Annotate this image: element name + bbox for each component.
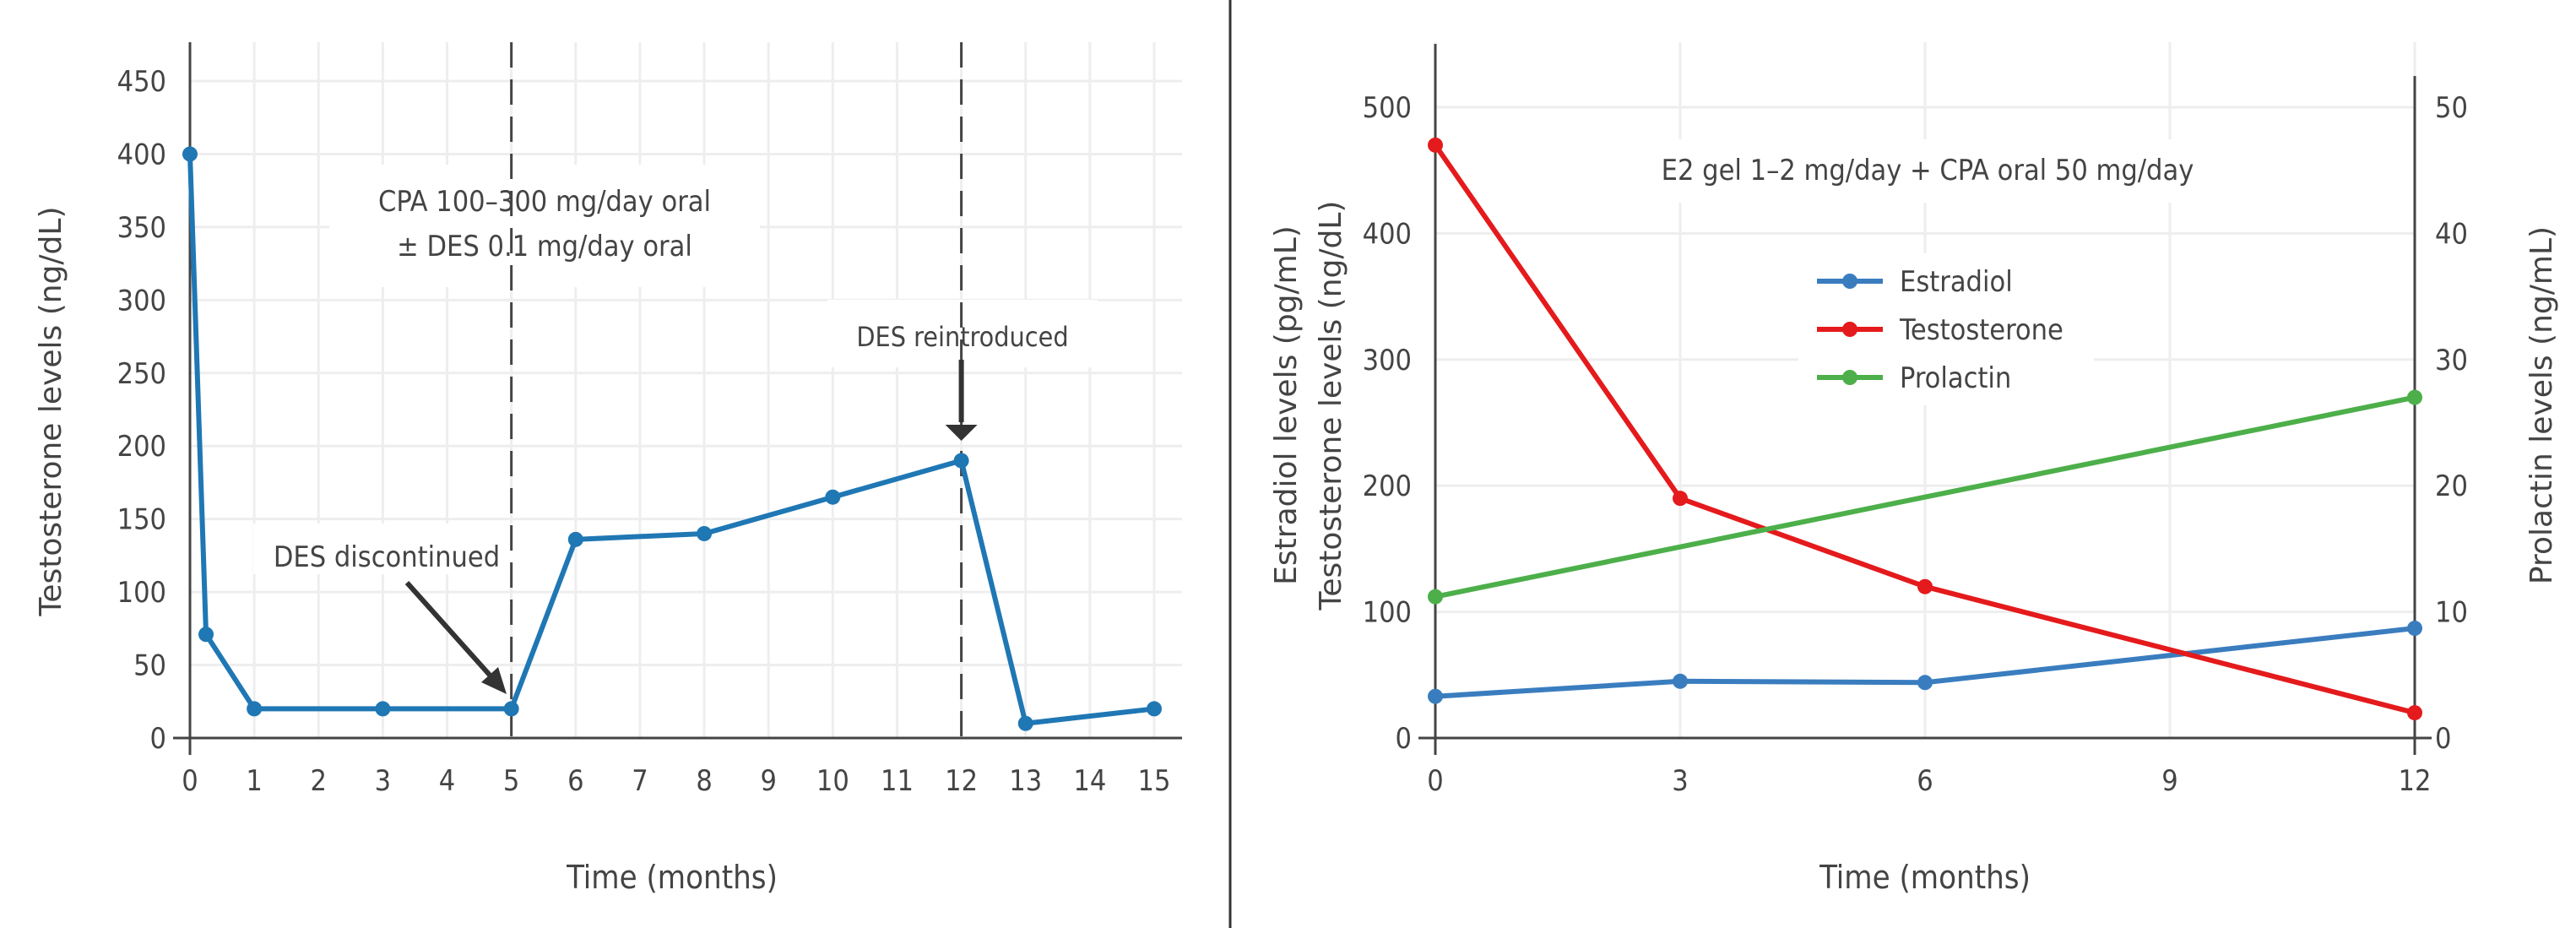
- arrowhead-icon: [481, 667, 507, 694]
- y-tick-label: 300: [1363, 344, 1412, 377]
- annotation-bg: [253, 524, 515, 574]
- y-tick-label: 400: [117, 138, 166, 171]
- prolactin-point: [1428, 589, 1443, 605]
- x-axis-title: Time (months): [1819, 859, 2031, 896]
- testosterone-line: [1433, 144, 2416, 716]
- annotation-bg: [329, 165, 760, 287]
- y2-tick-label: 0: [2435, 722, 2451, 756]
- estradiol-point: [2407, 621, 2422, 637]
- annotation-bg: [1596, 139, 2263, 203]
- annotation-des-discontinued: DES discontinued: [274, 540, 500, 574]
- x-tick-label: 4: [439, 764, 455, 798]
- y-tick-label: 0: [150, 722, 166, 756]
- legend-label-testosterone: Testosterone: [1899, 313, 2064, 347]
- x-tick-label: 8: [696, 764, 712, 798]
- x-tick-label: 6: [1917, 764, 1933, 798]
- x-tick-label: 15: [1138, 764, 1171, 798]
- testosterone-point: [1673, 491, 1688, 507]
- arrowhead-icon: [945, 425, 978, 441]
- x-tick-label: 12: [945, 764, 978, 798]
- y-axis-title-line2: Testosterone levels (ng/dL): [1314, 201, 1348, 611]
- y-tick-label: 450: [117, 65, 166, 99]
- y-tick-label: 100: [1363, 596, 1412, 630]
- estradiol-point: [1428, 688, 1443, 704]
- annotation-regimen-line2: ± DES 0.1 mg/day oral: [397, 230, 692, 263]
- x-tick-label: 2: [311, 764, 327, 798]
- x-tick-label: 7: [632, 764, 648, 798]
- legend-marker-prolactin: [1842, 370, 1857, 385]
- x-axis-title: Time (months): [566, 859, 778, 896]
- data-point: [247, 701, 263, 717]
- prolactin-point: [2407, 389, 2422, 405]
- x-tick-label: 0: [182, 764, 198, 798]
- y2-tick-label: 50: [2435, 91, 2468, 125]
- y-tick-label: 50: [133, 649, 166, 683]
- x-tick-label: 5: [503, 764, 519, 798]
- estradiol-point: [1917, 675, 1933, 691]
- data-point: [375, 701, 391, 717]
- data-point: [825, 489, 841, 505]
- y2-axis-title: Prolactin levels (ng/mL): [2524, 226, 2559, 584]
- legend-label-prolactin: Prolactin: [1900, 361, 2011, 395]
- x-tick-label: 12: [2399, 764, 2432, 798]
- y2-tick-label: 30: [2435, 344, 2468, 377]
- estradiol-line: [1434, 626, 2416, 699]
- y-axis-title: Testosterone levels (ng/dL): [34, 207, 68, 617]
- x-tick-label: 14: [1073, 764, 1106, 798]
- x-tick-label: 6: [567, 764, 583, 798]
- y-tick-label: 150: [117, 503, 166, 537]
- data-point: [567, 531, 583, 547]
- y-axis-title-line1: Estradiol levels (pg/mL): [1269, 225, 1304, 585]
- chart-title: E2 gel 1–2 mg/day + CPA oral 50 mg/day: [1662, 154, 2194, 187]
- data-point: [198, 627, 214, 643]
- y-tick-label: 200: [117, 430, 166, 464]
- data-point: [953, 453, 969, 469]
- y-tick-label: 0: [1396, 722, 1412, 756]
- annotation-regimen-line1: CPA 100–300 mg/day oral: [378, 185, 711, 219]
- y2-tick-label: 20: [2435, 469, 2468, 503]
- x-tick-label: 0: [1427, 764, 1443, 798]
- data-point: [1017, 715, 1033, 731]
- prolactin-line: [1434, 394, 2416, 600]
- testosterone-point: [1428, 137, 1443, 153]
- legend-marker-estradiol: [1842, 274, 1857, 289]
- x-tick-label: 13: [1009, 764, 1042, 798]
- y2-tick-label: 40: [2435, 217, 2468, 251]
- x-tick-label: 3: [375, 764, 391, 798]
- x-tick-label: 3: [1672, 764, 1688, 798]
- y-tick-label: 100: [117, 576, 166, 610]
- x-tick-label: 1: [246, 764, 262, 798]
- estradiol-point: [1673, 673, 1688, 689]
- y-tick-label: 200: [1363, 469, 1412, 503]
- x-tick-label: 11: [881, 764, 914, 798]
- data-point: [697, 525, 713, 541]
- y-tick-label: 400: [1363, 217, 1412, 251]
- x-tick-label: 10: [816, 764, 849, 798]
- legend-marker-testosterone: [1842, 322, 1857, 337]
- data-point: [1147, 701, 1162, 717]
- left-chart: 0 1 2 3 4 5 6 7 8 9 10 11 12 13 14 15050100150200250300…: [34, 42, 1182, 896]
- x-tick-label: 9: [760, 764, 776, 798]
- x-tick-label: 9: [2161, 764, 2177, 798]
- legend-label-estradiol: Estradiol: [1900, 265, 2013, 299]
- arrow-shaft: [404, 580, 496, 682]
- y2-tick-label: 10: [2435, 596, 2468, 630]
- y-tick-label: 250: [117, 357, 166, 391]
- data-point: [182, 146, 198, 162]
- data-point: [503, 701, 519, 717]
- annotation-des-reintroduced: DES reintroduced: [856, 321, 1068, 353]
- y-tick-label: 500: [1363, 91, 1412, 125]
- testosterone-point: [2407, 705, 2422, 721]
- y-tick-label: 300: [117, 284, 166, 317]
- y-tick-label: 350: [117, 211, 166, 245]
- testosterone-point: [1917, 578, 1933, 594]
